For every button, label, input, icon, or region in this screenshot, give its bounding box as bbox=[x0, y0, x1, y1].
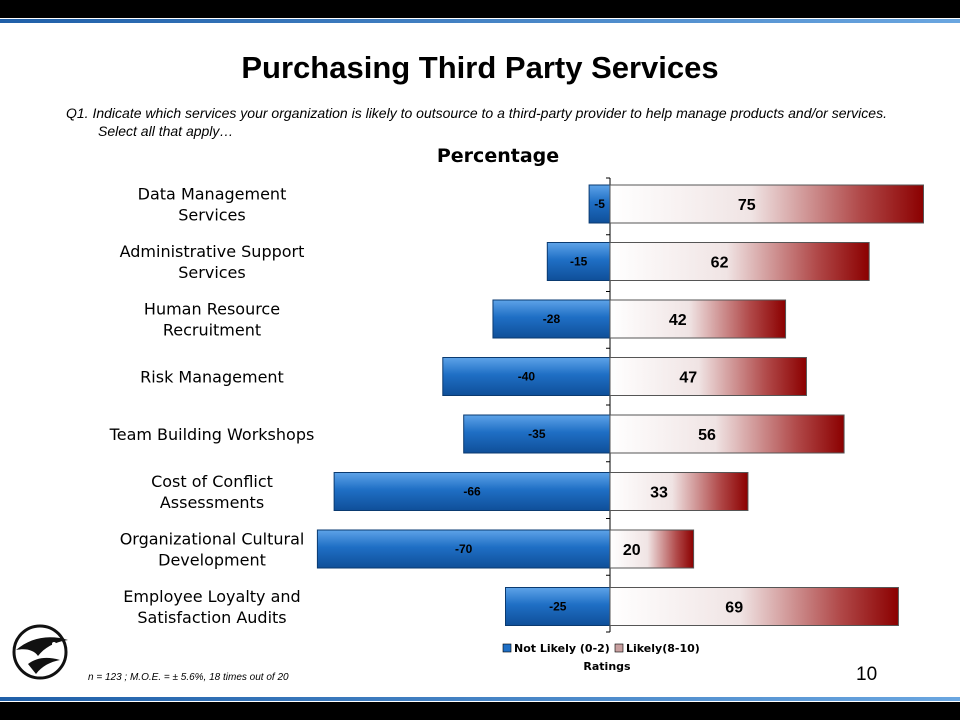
bar-not-likely bbox=[333, 472, 611, 511]
bar-not-likely bbox=[442, 357, 611, 396]
bar-likely bbox=[609, 299, 787, 339]
data-label-likely: 33 bbox=[650, 485, 668, 502]
category-label: Assessments bbox=[160, 493, 264, 512]
category-label: Organizational Cultural bbox=[120, 530, 305, 549]
bar-likely bbox=[609, 242, 870, 281]
chart-title: Percentage bbox=[437, 145, 559, 167]
bar-likely bbox=[609, 587, 899, 626]
data-label-likely: 69 bbox=[725, 600, 743, 617]
category-label: Risk Management bbox=[140, 368, 284, 387]
data-label-likely: 75 bbox=[738, 197, 756, 214]
hawk-logo-icon bbox=[12, 624, 68, 680]
data-label-not-likely: -15 bbox=[570, 255, 588, 269]
legend-label: Not Likely (0-2) bbox=[514, 642, 610, 655]
page-number: 10 bbox=[856, 664, 878, 685]
bar-not-likely bbox=[492, 299, 611, 339]
category-label: Services bbox=[178, 263, 245, 282]
category-label: Employee Loyalty and bbox=[123, 587, 300, 606]
bar-likely bbox=[609, 357, 807, 396]
category-label: Development bbox=[158, 551, 266, 570]
x-axis-label: Ratings bbox=[583, 660, 631, 673]
data-label-not-likely: -28 bbox=[543, 312, 561, 326]
legend-swatch bbox=[502, 643, 512, 653]
legend-label: Likely(8-10) bbox=[626, 642, 700, 655]
category-label: Administrative Support bbox=[120, 242, 305, 261]
data-label-not-likely: -70 bbox=[455, 542, 473, 556]
data-label-likely: 62 bbox=[711, 255, 729, 272]
bar-not-likely bbox=[463, 414, 611, 454]
data-label-likely: 42 bbox=[669, 312, 687, 329]
category-label: Team Building Workshops bbox=[109, 425, 315, 444]
bar-likely bbox=[609, 472, 749, 511]
bottom-black-band bbox=[0, 702, 960, 720]
data-label-likely: 20 bbox=[623, 542, 641, 559]
bar-likely bbox=[609, 184, 924, 224]
category-label: Data Management bbox=[138, 185, 287, 204]
data-label-likely: 56 bbox=[698, 427, 716, 444]
data-label-not-likely: -35 bbox=[528, 427, 546, 441]
slide-title: Purchasing Third Party Services bbox=[241, 50, 719, 85]
bar-likely bbox=[609, 529, 695, 569]
diverging-bar-chart: Percentage -5 75 -15 62 -28 42 -40 47 -35 56 -66 33… bbox=[109, 145, 924, 673]
category-label: Cost of Conflict bbox=[151, 472, 273, 491]
survey-question: Q1. Indicate which services your organiz… bbox=[66, 105, 887, 139]
bottom-blue-stripe bbox=[0, 697, 960, 701]
data-label-not-likely: -5 bbox=[594, 197, 605, 211]
data-label-likely: 47 bbox=[679, 370, 697, 387]
data-label-not-likely: -40 bbox=[518, 370, 536, 384]
category-label: Recruitment bbox=[163, 321, 261, 340]
data-label-not-likely: -25 bbox=[549, 600, 567, 614]
bar-not-likely bbox=[316, 529, 611, 569]
data-label-not-likely: -66 bbox=[463, 485, 481, 499]
bar-likely bbox=[609, 414, 845, 454]
category-label: Services bbox=[178, 206, 245, 225]
legend-swatch bbox=[614, 643, 624, 653]
sample-footnote: n = 123 ; M.O.E. = ± 5.6%, 18 times out … bbox=[88, 672, 289, 683]
category-label: Human Resource bbox=[144, 300, 280, 319]
top-blue-stripe bbox=[0, 19, 960, 23]
top-black-band bbox=[0, 0, 960, 18]
category-label: Satisfaction Audits bbox=[137, 608, 286, 627]
